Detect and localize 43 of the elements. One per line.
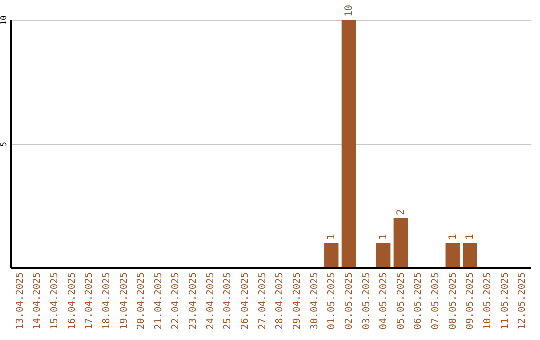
data-label: 1 xyxy=(448,234,459,240)
x-tick-label: 23.04.2025 xyxy=(188,272,200,330)
x-tick-label: 04.05.2025 xyxy=(378,272,390,330)
y-tick-label: 5 xyxy=(0,142,8,147)
x-tick-label: 12.05.2025 xyxy=(517,272,528,330)
x-tick-label: 29.04.2025 xyxy=(292,272,303,330)
x-tick-label: 19.04.2025 xyxy=(118,272,130,330)
x-tick-label: 18.04.2025 xyxy=(101,272,112,330)
x-tick-label: 21.04.2025 xyxy=(153,272,164,330)
bar xyxy=(376,243,391,268)
bar xyxy=(463,243,478,268)
x-tick-label: 20.04.2025 xyxy=(136,272,148,330)
x-tick-label: 10.05.2025 xyxy=(482,272,494,330)
bar xyxy=(446,243,460,268)
x-tick-label: 02.05.2025 xyxy=(344,272,355,330)
data-label: 2 xyxy=(396,209,407,216)
x-tick-label: 16.04.2025 xyxy=(66,272,78,330)
x-tick-label: 14.04.2025 xyxy=(32,272,44,330)
x-tick-label: 17.04.2025 xyxy=(84,272,96,330)
x-tick-label: 05.05.2025 xyxy=(396,272,407,330)
x-tick-label: 26.04.2025 xyxy=(240,272,252,330)
x-tick-label: 06.05.2025 xyxy=(413,272,424,330)
data-label: 10 xyxy=(344,4,355,17)
x-tick-label: 27.04.2025 xyxy=(257,272,268,330)
x-tick-label: 09.05.2025 xyxy=(465,272,476,330)
data-label: 1 xyxy=(378,234,390,240)
data-label: 1 xyxy=(465,234,476,240)
x-tick-label: 01.05.2025 xyxy=(326,272,338,330)
bar xyxy=(394,218,408,268)
x-tick-label: 22.04.2025 xyxy=(170,272,182,330)
x-tick-label: 13.04.2025 xyxy=(14,272,26,330)
x-tick-label: 08.05.2025 xyxy=(448,272,459,330)
x-tick-label: 24.04.2025 xyxy=(205,272,216,330)
x-tick-label: 30.04.2025 xyxy=(309,272,320,330)
x-tick-label: 07.05.2025 xyxy=(430,272,442,330)
bar xyxy=(342,20,356,268)
x-tick-label: 03.05.2025 xyxy=(361,272,372,330)
x-tick-label: 25.04.2025 xyxy=(222,272,234,330)
x-tick-label: 11.05.2025 xyxy=(500,272,511,330)
x-tick-label: 15.04.2025 xyxy=(49,272,60,330)
data-label: 1 xyxy=(326,234,338,240)
x-tick-label: 28.04.2025 xyxy=(274,272,286,330)
bar xyxy=(324,243,339,268)
